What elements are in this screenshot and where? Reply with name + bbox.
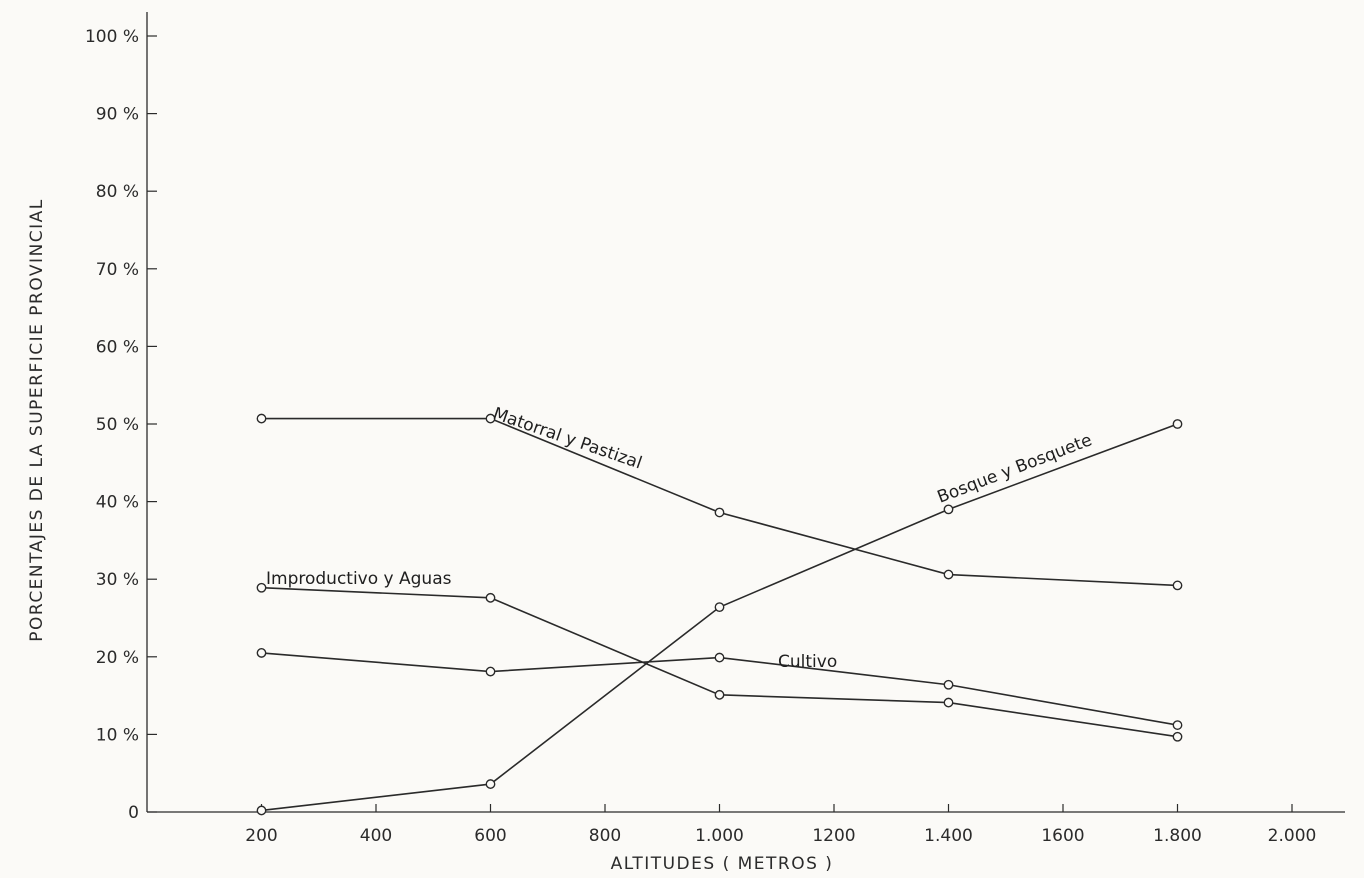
data-point xyxy=(1172,419,1183,429)
data-point xyxy=(714,507,725,518)
data-point xyxy=(485,592,496,603)
series-cultivo xyxy=(256,648,1183,730)
x-tick-label: 200 xyxy=(245,826,277,846)
x-tick-label: 1200 xyxy=(812,826,855,846)
data-point xyxy=(1172,580,1183,591)
x-tick-label: 400 xyxy=(360,826,392,846)
y-tick-label: 30 % xyxy=(96,570,139,590)
y-tick-label: 40 % xyxy=(96,493,139,513)
y-tick-label: 70 % xyxy=(96,260,139,280)
y-tick-label: 80 % xyxy=(96,182,139,202)
y-tick-label: 60 % xyxy=(96,337,139,357)
data-point xyxy=(943,697,954,708)
x-tick-label: 600 xyxy=(474,826,506,846)
series-improductivo-y-aguas xyxy=(256,582,1183,742)
series-group xyxy=(256,413,1183,816)
data-point xyxy=(714,652,725,663)
x-tick-label: 1.400 xyxy=(924,826,973,846)
series-labels: Matorral y Pastizal Bosque y Bosquete Impr… xyxy=(266,404,1095,672)
data-point xyxy=(485,413,496,424)
data-point xyxy=(256,582,267,593)
x-tick-label: 2.000 xyxy=(1268,826,1317,846)
x-tick-label: 1.000 xyxy=(695,826,744,846)
data-point xyxy=(256,413,267,424)
y-tick-label: 20 % xyxy=(96,648,139,668)
series-bosque-y-bosquete xyxy=(256,419,1183,816)
x-tick-label: 1600 xyxy=(1041,826,1084,846)
y-tick-label: 10 % xyxy=(96,725,139,745)
series-label-matorral-y-pastizal: Matorral y Pastizal xyxy=(490,404,644,474)
data-point xyxy=(943,504,954,515)
data-point xyxy=(1172,731,1183,742)
y-axis-title: PORCENTAJES DE LA SUPERFICIE PROVINCIAL xyxy=(27,198,47,642)
y-tick-label: 100 % xyxy=(85,27,139,47)
data-point xyxy=(943,569,954,580)
data-point xyxy=(714,689,725,700)
data-point xyxy=(485,666,496,677)
series-label-bosque-y-bosquete: Bosque y Bosquete xyxy=(935,430,1095,507)
x-tick-label: 1.800 xyxy=(1153,826,1202,846)
y-tick-label: 0 xyxy=(128,803,139,823)
y-tick-label: 90 % xyxy=(96,105,139,125)
y-tick-label: 50 % xyxy=(96,415,139,435)
series-label-improductivo-y-aguas: Improductivo y Aguas xyxy=(266,569,452,589)
data-point xyxy=(256,805,267,816)
data-point xyxy=(1172,720,1183,730)
data-point xyxy=(943,679,954,690)
series-line-bosque-y-bosquete xyxy=(261,423,1178,812)
data-point xyxy=(485,779,496,789)
data-point xyxy=(256,648,267,658)
axes: 0 10 % 20 % 30 % 40 % 50 % 60 % 70 % 80 % 90 % 100… xyxy=(85,12,1345,846)
x-axis-title: ALTITUDES ( METROS ) xyxy=(611,854,834,874)
series-matorral-y-pastizal xyxy=(256,413,1183,591)
series-line-matorral-y-pastizal xyxy=(261,417,1178,587)
data-point xyxy=(714,602,725,613)
series-line-cultivo xyxy=(261,652,1178,726)
series-label-cultivo: Cultivo xyxy=(778,652,837,672)
x-tick-label: 800 xyxy=(589,826,621,846)
